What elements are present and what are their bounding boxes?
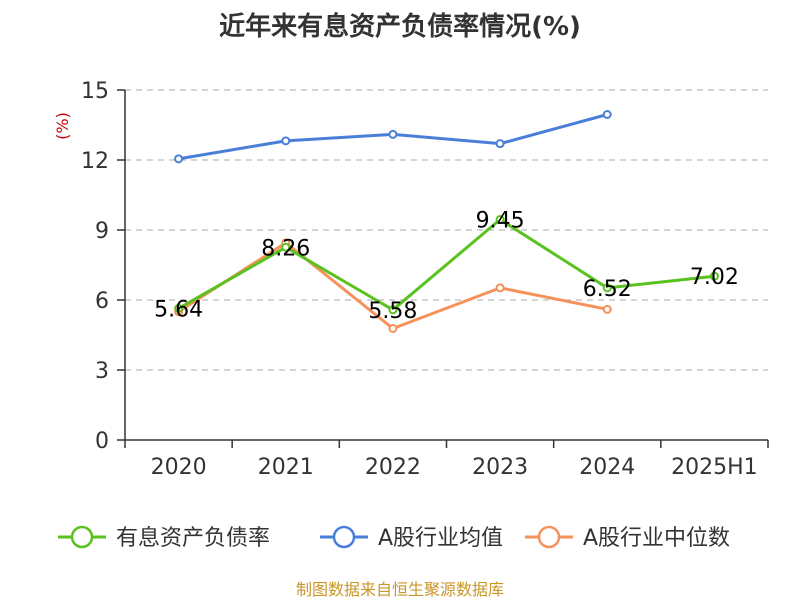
data-labels: 5.64 8.26 5.58 9.45 6.52 7.02 [154,209,739,324]
y-tick-label: 12 [81,149,109,174]
series-lines [174,110,719,333]
data-label: 6.52 [583,277,632,302]
data-label: 8.26 [261,236,310,261]
legend-label: A股行业均值 [378,526,503,551]
data-point [602,110,612,119]
y-tick-label: 9 [95,219,109,244]
legend-item[interactable]: 有息资产负债率 [58,525,270,551]
y-axis-unit-label: (%) [53,112,72,140]
data-label: 5.64 [154,297,203,322]
series-line [177,218,715,312]
data-point [495,215,505,224]
x-tick-label: 2023 [472,455,528,480]
data-point [709,271,719,281]
data-point [281,242,291,252]
data-point [495,139,505,149]
y-tick-label: 15 [81,79,109,104]
axes: 0 3 6 9 12 15 2020 2021 2022 2023 2024 2025H1 [81,79,769,480]
y-tick-label: 0 [95,429,109,454]
data-point [388,323,398,333]
legend-marker [70,525,94,549]
legend-marker [537,525,561,549]
data-point [388,129,398,139]
y-tick-label: 3 [95,359,109,384]
x-tick-label: 2022 [365,455,421,480]
chart-title: 近年来有息资产负债率情况(%) [219,11,581,42]
data-label: 9.45 [476,209,525,234]
data-point [602,304,612,314]
data-label: 5.58 [368,299,417,324]
grid-lines [125,89,768,371]
data-point [281,136,291,146]
data-point [495,283,505,293]
legend-marker [332,525,356,549]
x-tick-label: 2025H1 [671,455,758,480]
x-tick-label: 2024 [579,455,635,480]
legend-label: A股行业中位数 [583,526,730,551]
legend[interactable]: 有息资产负债率 A股行业均值 A股行业中位数 [58,525,730,551]
data-point [602,283,612,293]
legend-item[interactable]: A股行业中位数 [525,525,730,551]
data-point [174,303,184,313]
data-point [174,154,184,164]
x-tick-label: 2021 [258,455,314,480]
source-footer: 制图数据来自恒生聚源数据库 [296,580,504,599]
data-label: 7.02 [690,265,739,290]
x-tick-label: 2020 [151,455,207,480]
data-point [388,305,398,315]
legend-label: 有息资产负债率 [116,526,270,551]
y-tick-label: 6 [95,289,109,314]
legend-item[interactable]: A股行业均值 [320,525,503,551]
